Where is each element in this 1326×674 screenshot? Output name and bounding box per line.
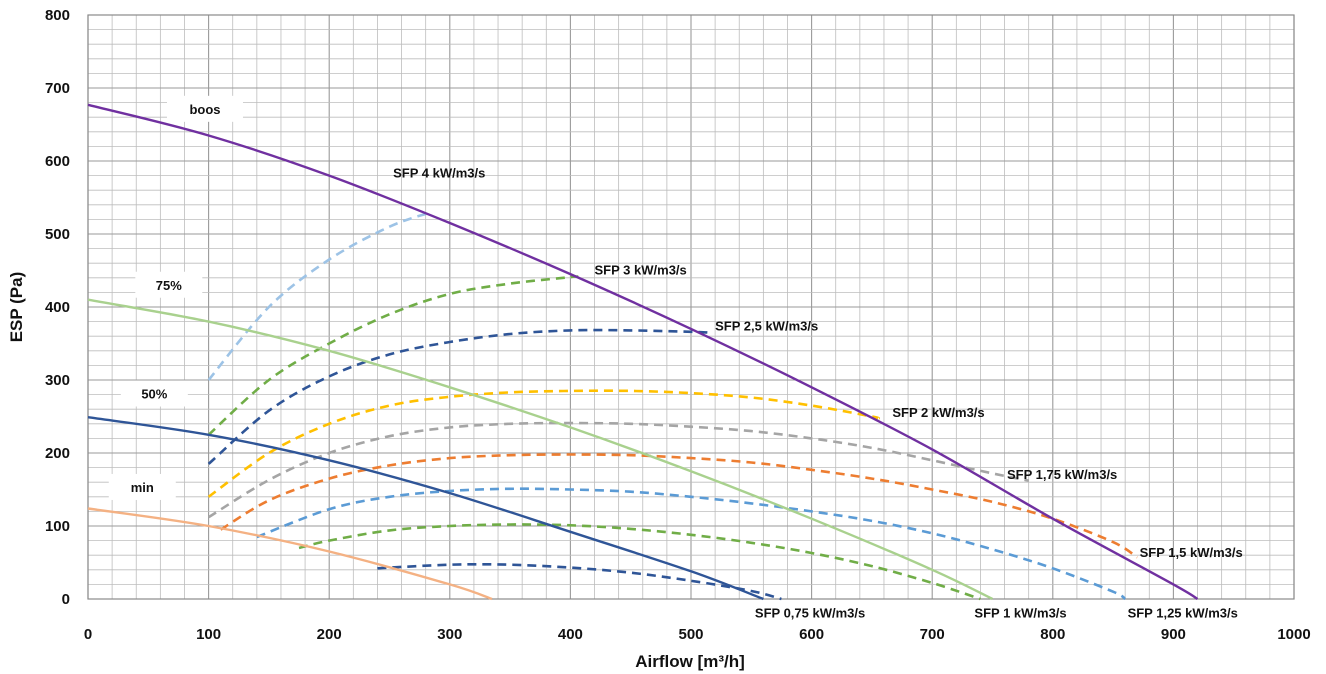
- x-tick-label: 600: [799, 626, 824, 643]
- plot-curves: [87, 103, 1199, 601]
- x-tick-label: 200: [317, 626, 342, 643]
- sfp-curve-label: SFP 1,5 kW/m3/s: [1140, 545, 1243, 560]
- sfp-curve-label: SFP 2,5 kW/m3/s: [715, 319, 818, 334]
- sfp-curve-label: SFP 1 kW/m3/s: [974, 606, 1066, 621]
- x-tick-label: 500: [678, 626, 703, 643]
- plot-frame: [87, 14, 1295, 600]
- label-box: [120, 380, 188, 407]
- sfp-curve-label: SFP 0,75 kW/m3/s: [755, 606, 865, 621]
- x-tick-label: 1000: [1277, 626, 1310, 643]
- x-axis-title: Airflow [m³/h]: [635, 652, 745, 671]
- y-tick-labels: 0 100 200 300 400 500 600 700 800: [45, 7, 70, 608]
- y-tick-label: 600: [45, 153, 70, 170]
- sfp-curve-sfp-2-5: [207, 328, 710, 465]
- x-tick-labels: 0 100 200 300 400 500 600 700 800 900 1000: [84, 626, 1311, 643]
- fan-curve-label: 75%: [156, 278, 182, 293]
- fan-curve-min: [87, 507, 493, 601]
- sfp-curve-label: SFP 1,75 kW/m3/s: [1007, 467, 1117, 482]
- label-box: [108, 473, 176, 500]
- y-tick-label: 200: [45, 445, 70, 462]
- sfp-curve-label: SFP 1,25 kW/m3/s: [1128, 606, 1238, 621]
- y-tick-label: 400: [45, 299, 70, 316]
- sfp-curve-sfp-1-75: [207, 421, 1029, 519]
- sfp-curve-label: SFP 4 kW/m3/s: [393, 165, 485, 180]
- label-box: [135, 271, 203, 298]
- curve-annotations: boos 75% 50% min SFP 4 kW/m3/s SFP 3 kW/m3/s S…: [108, 95, 1243, 621]
- fan-curve-pct50: [87, 416, 764, 601]
- sfp-curve-label: SFP 3 kW/m3/s: [595, 263, 687, 278]
- x-tick-label: 100: [196, 626, 221, 643]
- label-box: [166, 95, 243, 122]
- sfp-curve-sfp-4: [207, 210, 433, 381]
- sfp-curve-sfp-1-5: [220, 453, 1138, 559]
- y-tick-label: 500: [45, 226, 70, 243]
- y-tick-label: 700: [45, 80, 70, 97]
- sfp-curve-sfp-3: [207, 275, 579, 436]
- x-tick-label: 900: [1161, 626, 1186, 643]
- sfp-curve-sfp-1-25: [256, 487, 1126, 601]
- y-axis-title: ESP (Pa): [7, 272, 26, 343]
- fan-curve-label: 50%: [141, 387, 167, 402]
- y-tick-label: 100: [45, 518, 70, 535]
- x-tick-label: 700: [920, 626, 945, 643]
- sfp-curve-sfp-2: [207, 389, 880, 498]
- x-tick-label: 0: [84, 626, 92, 643]
- fan-curve-label: min: [131, 480, 154, 495]
- sfp-curve-sfp-1: [298, 523, 981, 601]
- x-tick-label: 800: [1040, 626, 1065, 643]
- y-tick-label: 800: [45, 7, 70, 24]
- fan-curve-pct75: [87, 298, 994, 601]
- fan-curve-boos: [87, 103, 1199, 601]
- fan-curve-label: boos: [189, 102, 220, 117]
- x-tick-label: 300: [437, 626, 462, 643]
- y-tick-label: 0: [62, 591, 70, 608]
- y-tick-label: 300: [45, 372, 70, 389]
- sfp-curve-label: SFP 2 kW/m3/s: [892, 405, 984, 420]
- x-tick-label: 400: [558, 626, 583, 643]
